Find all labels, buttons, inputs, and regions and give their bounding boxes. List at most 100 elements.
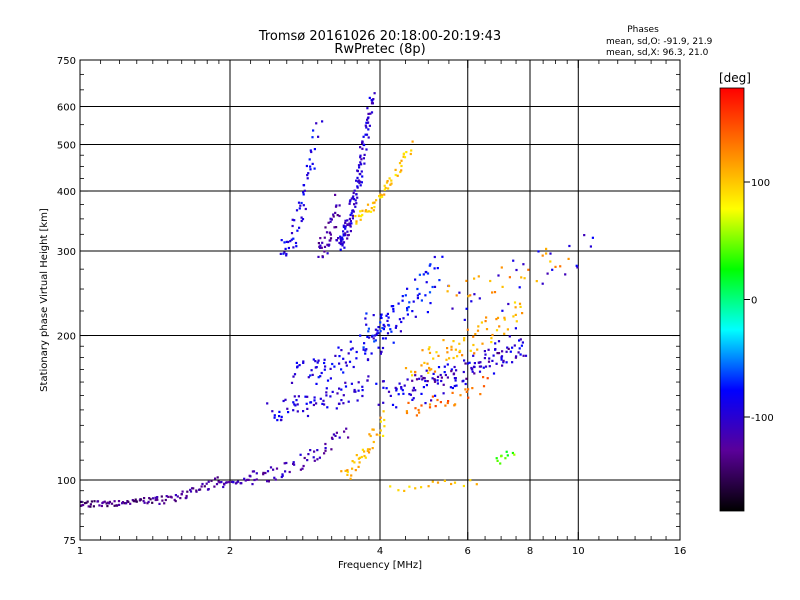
echo-point-O: [85, 501, 88, 504]
echo-point-O: [232, 480, 235, 484]
echo-point-O: [358, 166, 361, 169]
echo-point-O: [349, 199, 352, 202]
y-tick-label: 750: [57, 56, 76, 67]
echo-point-X: [400, 164, 403, 168]
echo-point-X: [446, 347, 449, 350]
echo-point-O: [401, 389, 404, 392]
echo-point-X: [397, 489, 400, 492]
echo-point-O: [321, 241, 324, 244]
echo-point-O: [331, 390, 334, 393]
echo-point-O: [324, 442, 327, 446]
echo-point-X: [411, 374, 414, 377]
echo-point-O: [394, 326, 397, 329]
echo-point-O: [347, 233, 350, 237]
echo-point-O: [418, 377, 421, 380]
echo-point-O: [454, 377, 457, 380]
echo-point-X: [340, 470, 343, 473]
echo-point-O: [361, 140, 364, 143]
echo-point-O: [185, 494, 188, 498]
echo-point-O: [411, 379, 414, 382]
echo-point-X: [363, 454, 366, 458]
echo-point-O: [465, 377, 468, 380]
echo-point-X: [473, 277, 476, 280]
echo-point-O: [310, 369, 313, 372]
echo-point-O: [342, 233, 345, 236]
axis-ticks: 1 2 4 6 8 10 16 75 100 200 300 400 500 600 750: [57, 56, 686, 557]
echo-point-O: [342, 225, 345, 229]
echo-point-O: [267, 480, 270, 483]
echo-point-O: [519, 338, 522, 341]
echo-point-O: [385, 387, 388, 390]
echo-point-O: [287, 246, 290, 250]
echo-point-O: [508, 335, 511, 338]
echo-point-O: [495, 362, 498, 365]
echo-point-X: [421, 349, 424, 352]
echo-point-O: [382, 401, 385, 404]
echo-point-O: [313, 459, 316, 462]
echo-point-O: [342, 371, 345, 374]
echo-point-O: [437, 366, 441, 369]
echo-point-O: [135, 500, 138, 503]
echo-point-O: [412, 397, 415, 400]
echo-point-O: [478, 370, 482, 373]
echo-point-X: [403, 489, 406, 492]
echo-point-O: [367, 128, 370, 131]
echo-point-X: [511, 451, 514, 455]
echo-point-O: [255, 478, 258, 481]
echo-point-X: [454, 403, 457, 406]
echo-point-O: [345, 427, 348, 430]
echo-point-O: [108, 500, 111, 503]
echo-point-O: [174, 500, 177, 503]
echo-point-O: [506, 346, 509, 349]
x-tick-label: 6: [465, 546, 471, 557]
echo-point-O: [434, 394, 437, 397]
echo-point-O: [113, 500, 116, 503]
echo-point-X: [428, 369, 431, 372]
echo-point-O: [284, 470, 287, 473]
echo-point-O: [248, 474, 251, 477]
echo-point-O: [326, 379, 330, 382]
echo-point-O: [361, 141, 364, 145]
echo-point-O: [425, 281, 428, 284]
echo-point-X: [354, 215, 357, 218]
echo-point-O: [414, 374, 417, 377]
echo-point-O: [323, 236, 326, 239]
echo-point-O: [156, 496, 159, 499]
echo-point-O: [568, 244, 571, 248]
echo-point-O: [424, 294, 427, 297]
echo-point-O: [479, 365, 483, 368]
echo-point-O: [373, 340, 376, 343]
echo-point-O: [355, 179, 358, 182]
echo-point-O: [284, 247, 287, 250]
echo-point-O: [253, 478, 256, 482]
echo-point-X: [489, 279, 492, 283]
echo-point-O: [436, 382, 439, 385]
echo-point-O: [309, 374, 312, 377]
colorbar-tick-label: 0: [751, 296, 757, 307]
echo-point-O: [359, 334, 362, 337]
echo-point-O: [287, 411, 290, 414]
echo-point-O: [375, 382, 378, 385]
echo-point-O: [458, 291, 461, 294]
echo-point-O: [285, 252, 288, 256]
echo-point-O: [220, 481, 223, 484]
echo-point-O: [113, 504, 116, 507]
echo-point-X: [477, 275, 480, 278]
echo-point-O: [406, 307, 409, 310]
echo-point-O: [361, 389, 364, 392]
echo-point-X: [482, 376, 485, 379]
echo-point-O: [274, 478, 277, 481]
echo-point-O: [406, 313, 409, 316]
echo-point-O: [464, 382, 467, 386]
echo-point-O: [546, 272, 549, 275]
echo-point-O: [161, 499, 164, 502]
echo-point-O: [384, 337, 387, 340]
echo-point-O: [373, 92, 376, 95]
echo-point-O: [123, 502, 126, 505]
echo-point-X: [469, 349, 472, 352]
grid-lines: [80, 60, 680, 540]
echo-point-O: [512, 259, 515, 262]
echo-point-O: [424, 379, 427, 383]
echo-point-O: [425, 369, 428, 372]
echo-point-X: [512, 315, 515, 318]
